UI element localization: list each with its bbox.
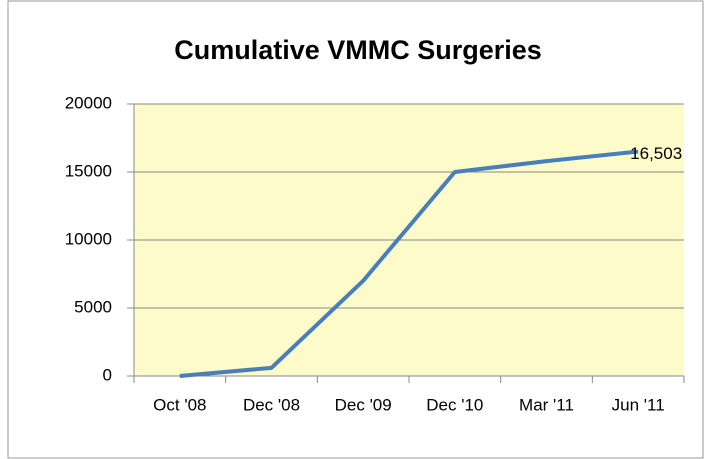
y-tick-label: 0 <box>103 365 112 384</box>
y-tick-label: 5000 <box>74 297 112 316</box>
x-tick-label: Jun '11 <box>612 395 665 414</box>
x-tick-label: Dec '08 <box>243 395 300 414</box>
y-tick-label: 15000 <box>65 161 112 180</box>
data-label: 16,503 <box>630 144 682 163</box>
y-tick-label: 10000 <box>65 229 112 248</box>
x-tick-label: Mar '11 <box>519 395 574 414</box>
x-tick-label: Oct '08 <box>153 395 206 414</box>
chart-title: Cumulative VMMC Surgeries <box>174 35 542 65</box>
line-series <box>179 149 639 378</box>
x-tick-label: Dec '09 <box>335 395 392 414</box>
x-tick-label: Dec '10 <box>426 395 483 414</box>
y-tick-label: 20000 <box>65 93 112 112</box>
